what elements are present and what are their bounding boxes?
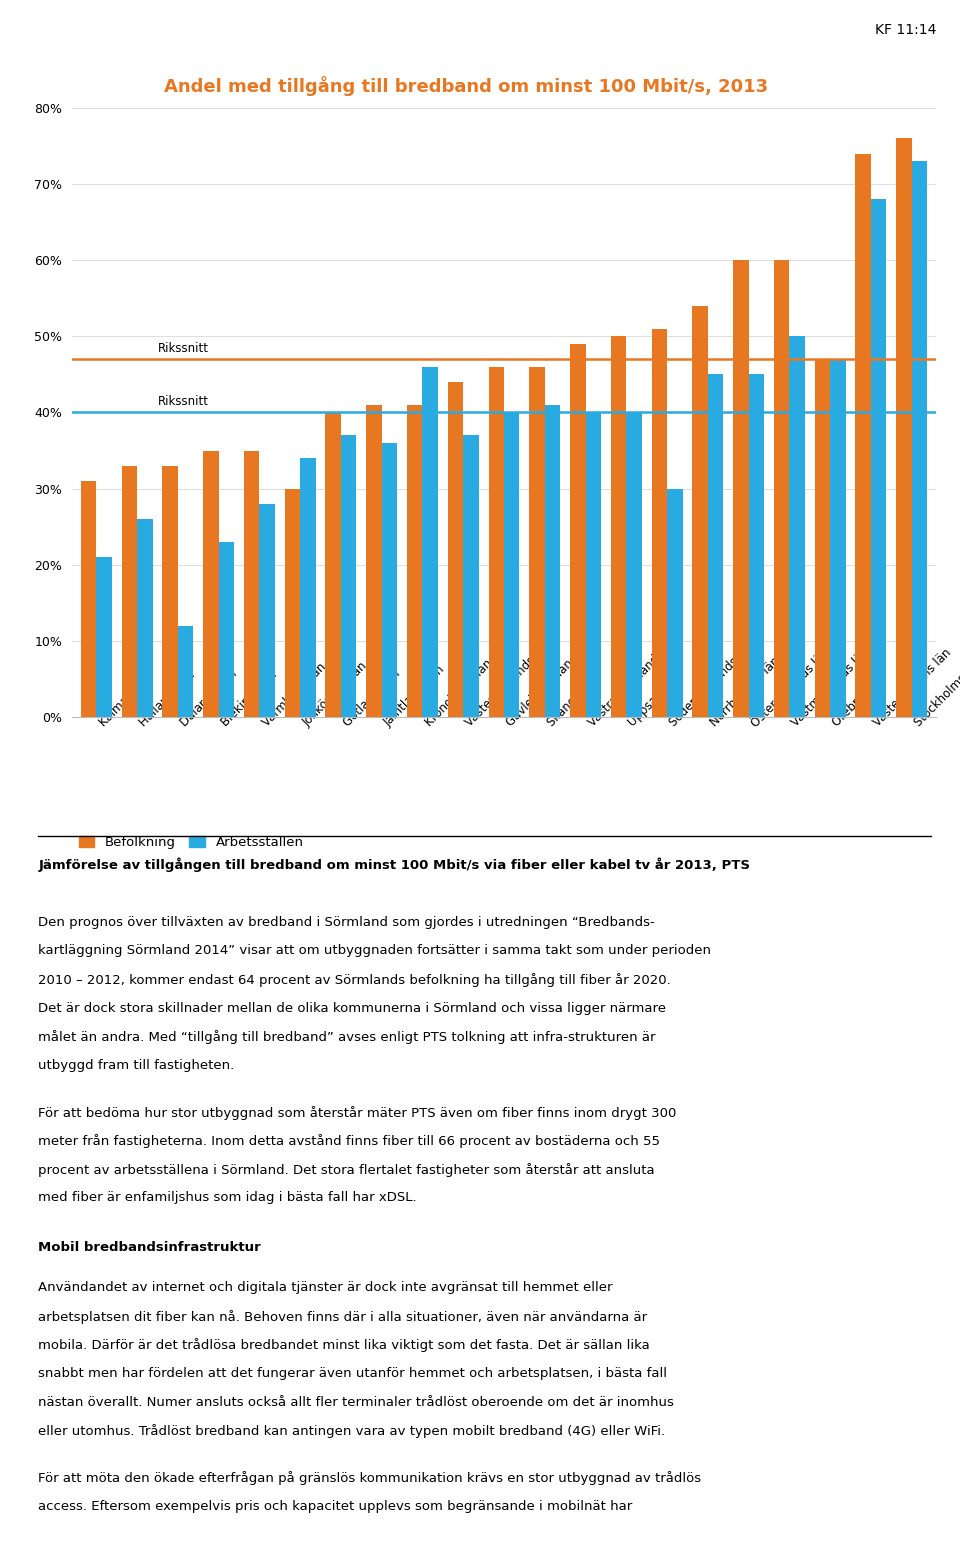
Bar <box>489 367 504 717</box>
Bar <box>341 435 356 717</box>
Bar <box>285 489 300 717</box>
Bar <box>204 450 219 717</box>
Bar <box>570 344 586 717</box>
Text: För att bedöma hur stor utbyggnad som återstår mäter PTS även om fiber finns ino: För att bedöma hur stor utbyggnad som åt… <box>38 1106 677 1119</box>
Bar <box>611 336 626 717</box>
Text: Rikssnitt: Rikssnitt <box>157 395 208 409</box>
Bar <box>447 382 464 717</box>
Text: access. Eftersom exempelvis pris och kapacitet upplevs som begränsande i mobilnä: access. Eftersom exempelvis pris och kap… <box>38 1499 633 1513</box>
Text: snabbt men har fördelen att det fungerar även utanför hemmet och arbetsplatsen, : snabbt men har fördelen att det fungerar… <box>38 1368 667 1380</box>
Text: meter från fastigheterna. Inom detta avstånd finns fiber till 66 procent av bost: meter från fastigheterna. Inom detta avs… <box>38 1135 660 1149</box>
Text: kartläggning Sörmland 2014” visar att om utbyggnaden fortsätter i samma takt som: kartläggning Sörmland 2014” visar att om… <box>38 944 711 958</box>
Text: KF 11:14: KF 11:14 <box>875 23 936 37</box>
Bar <box>504 412 519 717</box>
Bar <box>544 406 561 717</box>
Text: eller utomhus. Trådlöst bredband kan antingen vara av typen mobilt bredband (4G): eller utomhus. Trådlöst bredband kan ant… <box>38 1425 665 1439</box>
Text: målet än andra. Med “tillgång till bredband” avses enligt PTS tolkning att infra: målet än andra. Med “tillgång till bredb… <box>38 1030 656 1044</box>
Bar <box>178 626 194 717</box>
Text: arbetsplatsen dit fiber kan nå. Behoven finns där i alla situationer, även när a: arbetsplatsen dit fiber kan nå. Behoven … <box>38 1311 648 1325</box>
Bar <box>774 261 789 717</box>
Bar <box>652 328 667 717</box>
Bar <box>529 367 544 717</box>
Bar <box>407 406 422 717</box>
Bar <box>855 154 871 717</box>
Bar <box>162 466 178 717</box>
Text: mobila. Därför är det trådlösa bredbandet minst lika viktigt som det fasta. Det : mobila. Därför är det trådlösa bredbande… <box>38 1338 650 1352</box>
Bar <box>244 450 259 717</box>
Bar <box>692 305 708 717</box>
Bar <box>96 557 112 717</box>
Bar <box>382 443 397 717</box>
Bar <box>422 367 438 717</box>
Text: utbyggd fram till fastigheten.: utbyggd fram till fastigheten. <box>38 1059 234 1072</box>
Text: 2010 – 2012, kommer endast 64 procent av Sörmlands befolkning ha tillgång till f: 2010 – 2012, kommer endast 64 procent av… <box>38 973 671 987</box>
Bar <box>814 359 830 717</box>
Bar <box>667 489 683 717</box>
Bar <box>789 336 804 717</box>
Bar <box>871 199 886 717</box>
Bar <box>122 466 137 717</box>
Bar <box>367 406 382 717</box>
Text: Användandet av internet och digitala tjänster är dock inte avgränsat till hemmet: Användandet av internet och digitala tjä… <box>38 1281 612 1294</box>
Text: För att möta den ökade efterfrågan på gränslös kommunikation krävs en stor utbyg: För att möta den ökade efterfrågan på gr… <box>38 1471 702 1485</box>
Bar <box>733 261 749 717</box>
Bar <box>896 139 912 717</box>
Bar <box>708 375 723 717</box>
Bar <box>219 541 234 717</box>
Text: nästan överallt. Numer ansluts också allt fler terminaler trådlöst oberoende om : nästan överallt. Numer ansluts också all… <box>38 1396 674 1408</box>
Bar <box>81 481 96 717</box>
Text: Rikssnitt: Rikssnitt <box>157 342 208 355</box>
Text: Mobil bredbandsinfrastruktur: Mobil bredbandsinfrastruktur <box>38 1241 261 1254</box>
Text: Det är dock stora skillnader mellan de olika kommunerna i Sörmland och vissa lig: Det är dock stora skillnader mellan de o… <box>38 1002 666 1015</box>
Bar <box>586 412 601 717</box>
Bar <box>749 375 764 717</box>
Bar <box>259 504 275 717</box>
Bar <box>300 458 316 717</box>
Text: Andel med tillgång till bredband om minst 100 Mbit/s, 2013: Andel med tillgång till bredband om mins… <box>163 76 768 96</box>
Bar <box>325 412 341 717</box>
Bar <box>137 520 153 717</box>
Bar <box>464 435 479 717</box>
Bar <box>830 359 846 717</box>
Bar <box>912 162 927 717</box>
Text: Den prognos över tillväxten av bredband i Sörmland som gjordes i utredningen “Br: Den prognos över tillväxten av bredband … <box>38 916 655 928</box>
Text: procent av arbetsställena i Sörmland. Det stora flertalet fastigheter som återst: procent av arbetsställena i Sörmland. De… <box>38 1163 655 1177</box>
Legend: Befolkning, Arbetsställen: Befolkning, Arbetsställen <box>79 836 303 850</box>
Bar <box>626 412 641 717</box>
Text: med fiber är enfamiljshus som idag i bästa fall har xDSL.: med fiber är enfamiljshus som idag i bäs… <box>38 1192 417 1204</box>
Text: Jämförelse av tillgången till bredband om minst 100 Mbit/s via fiber eller kabel: Jämförelse av tillgången till bredband o… <box>38 857 751 871</box>
